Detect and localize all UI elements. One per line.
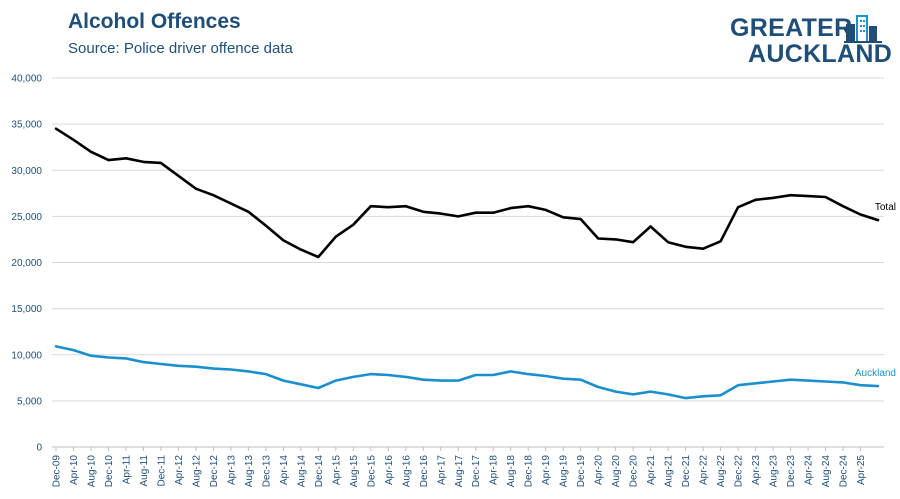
x-tick-label: Apr-14 xyxy=(279,455,290,485)
x-tick-label: Aug-12 xyxy=(191,455,202,488)
x-tick-label: Dec-10 xyxy=(104,455,115,488)
chart-title: Alcohol Offences xyxy=(68,10,241,33)
x-tick-label: Apr-24 xyxy=(804,455,815,485)
x-tick-label: Apr-23 xyxy=(751,455,762,485)
x-tick-label: Apr-18 xyxy=(489,455,500,485)
y-tick-label: 15,000 xyxy=(11,304,42,315)
series-lines xyxy=(54,127,880,400)
gridlines xyxy=(52,77,884,448)
x-tick-label: Apr-21 xyxy=(646,455,657,485)
y-tick-label: 20,000 xyxy=(11,258,42,269)
x-tick-label: Dec-18 xyxy=(524,455,535,488)
chart-subtitle: Source: Police driver offence data xyxy=(68,40,293,57)
x-tick-label: Dec-15 xyxy=(366,455,377,488)
x-tick-label: Dec-24 xyxy=(839,455,850,488)
x-tick-label: Dec-22 xyxy=(734,455,745,488)
x-tick-label: Dec-23 xyxy=(786,455,797,488)
x-tick-label: Dec-09 xyxy=(52,455,63,488)
x-tick-label: Apr-20 xyxy=(594,455,605,485)
x-tick-label: Dec-13 xyxy=(261,455,272,488)
x-tick-label: Aug-22 xyxy=(716,455,727,488)
x-tick-label: Aug-13 xyxy=(244,455,255,488)
x-tick-label: Aug-24 xyxy=(821,455,832,488)
x-tick-label: Apr-11 xyxy=(121,455,132,485)
x-tick-label: Apr-15 xyxy=(331,455,342,485)
y-tick-label: 25,000 xyxy=(11,212,42,223)
x-tick-label: Dec-17 xyxy=(471,455,482,488)
y-tick-label: 10,000 xyxy=(11,350,42,361)
logo-line1: GREATER xyxy=(730,14,853,42)
x-tick-label: Apr-13 xyxy=(226,455,237,485)
x-tick-label: Apr-10 xyxy=(69,455,80,485)
x-tick-label: Aug-11 xyxy=(139,455,150,487)
x-tick-label: Aug-19 xyxy=(559,455,570,488)
x-tick-label: Dec-20 xyxy=(629,455,640,488)
x-tick-label: Apr-19 xyxy=(541,455,552,485)
x-tick-label: Dec-12 xyxy=(209,455,220,488)
y-tick-label: 30,000 xyxy=(11,166,42,177)
x-axis-ticks: Dec-09 Apr-10 Aug-10 Dec-10 Apr-11 Aug-11 Dec-… xyxy=(52,447,867,488)
x-tick-label: Apr-16 xyxy=(384,455,395,485)
x-tick-label: Apr-17 xyxy=(436,455,447,485)
x-tick-label: Dec-14 xyxy=(314,455,325,488)
series-label-total: Total xyxy=(875,202,896,213)
y-tick-label: 5,000 xyxy=(17,396,42,407)
x-tick-label: Apr-12 xyxy=(174,455,185,485)
x-tick-label: Aug-17 xyxy=(454,455,465,488)
y-tick-label: 40,000 xyxy=(11,74,42,85)
x-tick-label: Aug-23 xyxy=(769,455,780,488)
x-tick-label: Apr-25 xyxy=(856,455,867,485)
x-tick-label: Aug-14 xyxy=(296,455,307,488)
x-tick-label: Aug-20 xyxy=(611,455,622,488)
x-tick-label: Dec-21 xyxy=(681,455,692,488)
x-tick-label: Dec-16 xyxy=(419,455,430,488)
x-tick-label: Aug-21 xyxy=(664,455,675,488)
x-tick-label: Aug-10 xyxy=(86,455,97,488)
series-labels: Total Auckland xyxy=(855,202,896,379)
x-tick-label: Dec-19 xyxy=(576,455,587,488)
y-tick-label: 0 xyxy=(36,443,42,454)
series-line-total xyxy=(54,127,880,259)
city-skyline-icon xyxy=(844,15,882,43)
logo-line2: AUCKLAND xyxy=(748,40,893,68)
y-tick-label: 35,000 xyxy=(11,120,42,131)
series-label-auckland: Auckland xyxy=(855,368,896,379)
greater-auckland-logo: GREATER AUCKLAND xyxy=(728,12,893,68)
x-tick-label: Aug-16 xyxy=(401,455,412,488)
x-tick-label: Aug-15 xyxy=(349,455,360,488)
series-line-auckland xyxy=(54,345,880,400)
x-tick-label: Aug-18 xyxy=(506,455,517,488)
x-tick-label: Apr-22 xyxy=(699,455,710,485)
y-axis-ticks: 0 5,000 10,000 15,000 20,000 25,000 30,000 35,0… xyxy=(11,74,42,454)
x-tick-label: Dec-11 xyxy=(156,455,167,487)
